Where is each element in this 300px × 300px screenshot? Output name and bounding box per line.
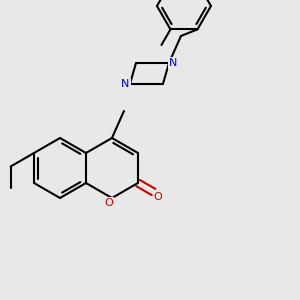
Text: O: O [154,191,162,202]
Text: N: N [121,79,130,89]
Text: O: O [105,198,113,208]
Text: N: N [169,58,178,68]
